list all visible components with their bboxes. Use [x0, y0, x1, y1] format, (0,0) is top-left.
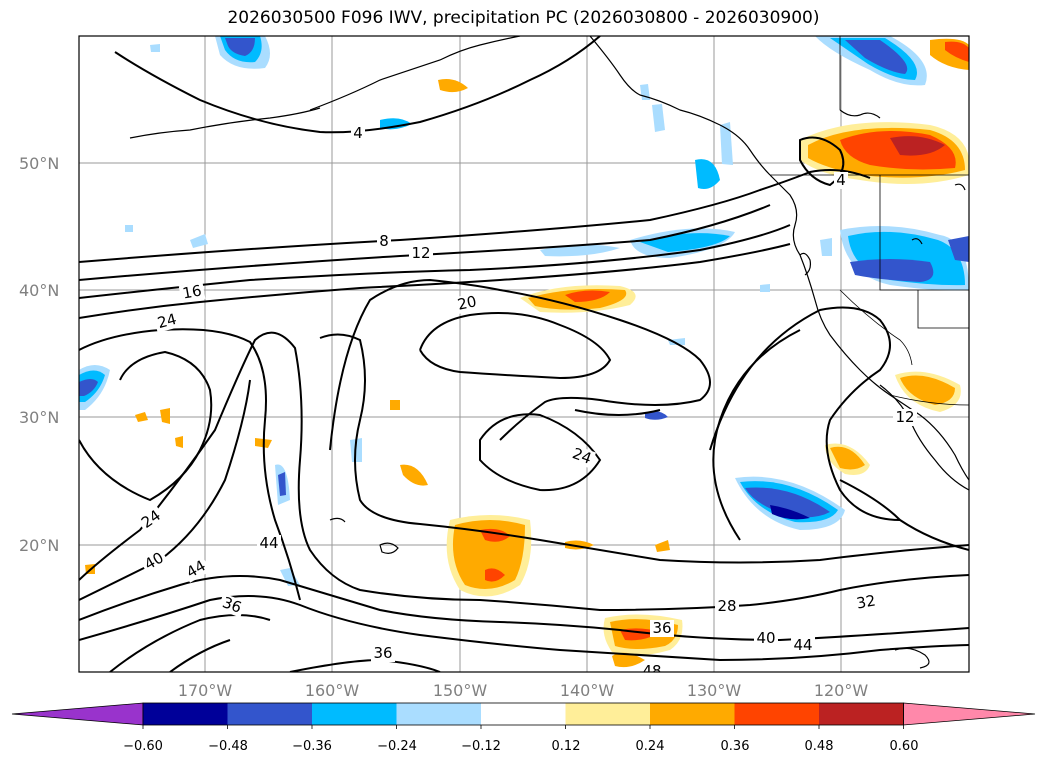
colorbar-segment: [227, 703, 313, 725]
contour-label: 48: [642, 662, 661, 680]
borders: [770, 36, 969, 406]
colorbar-extend-max: [903, 702, 1036, 726]
contour-label-bg: [153, 310, 181, 333]
lon-label: 150°W: [433, 681, 488, 700]
contour-label: 32: [855, 591, 877, 612]
contour-label-bg: [181, 556, 211, 583]
colorbar-tick-label: 0.36: [721, 739, 750, 754]
contour-label: 40: [756, 629, 775, 647]
colorbar-tick-label: 0.60: [890, 739, 919, 754]
contour-label-bg: [217, 593, 247, 618]
colorbar: [11, 702, 1036, 729]
contour-label-bg: [139, 548, 169, 575]
contour-label-bg: [178, 282, 206, 303]
map-title: 2026030500 F096 IWV, precipitation PC (2…: [227, 8, 820, 28]
colorbar-tick-label: −0.60: [123, 739, 163, 754]
colorbar-frame: [142, 702, 904, 726]
colorbar-segment: [481, 703, 566, 725]
contour-label-bg: [640, 663, 664, 672]
contour-label: 36: [652, 619, 671, 637]
colorbar-segment: [143, 703, 228, 725]
contour-label: 12: [895, 408, 914, 426]
coastlines: [129, 36, 969, 669]
colorbar-tick-label: 0.24: [636, 739, 665, 754]
contour-label-bg: [834, 172, 848, 189]
colorbar-segment: [734, 703, 820, 725]
contour-label-bg: [650, 620, 674, 637]
lat-label: 30°N: [19, 408, 59, 427]
contour-label-bg: [715, 598, 739, 615]
lat-label: 50°N: [19, 154, 59, 173]
colorbar-tick-label: −0.36: [292, 739, 332, 754]
contour-label: 8: [379, 232, 389, 250]
lat-label: 40°N: [19, 281, 59, 300]
iwv-contours: [79, 36, 969, 672]
colorbar-extend-min: [11, 702, 144, 726]
contour-label: 16: [181, 281, 203, 302]
contour-label-bg: [136, 505, 166, 534]
precip-negative: [79, 36, 969, 586]
colorbar-tick-label: −0.12: [461, 739, 501, 754]
contour-label: 4: [836, 171, 846, 189]
lon-label: 120°W: [814, 681, 869, 700]
colorbar-tick-label: −0.48: [208, 739, 248, 754]
contour-label-bg: [567, 444, 597, 469]
contour-label-bg: [409, 245, 433, 262]
colorbar-ticks: −0.60 −0.48 −0.36 −0.24 −0.12 0.12 0.24 …: [123, 739, 918, 754]
contour-label-bg: [351, 125, 365, 142]
lon-label: 130°W: [687, 681, 742, 700]
contour-label: 20: [456, 292, 478, 314]
colorbar-segment: [565, 703, 651, 725]
contour-label: 24: [570, 444, 594, 467]
contour-label-bg: [852, 592, 880, 613]
contour-label-bg: [791, 637, 815, 654]
colorbar-segment: [819, 703, 904, 725]
contour-label: 44: [793, 636, 812, 654]
lon-label: 140°W: [560, 681, 615, 700]
contour-label: 4: [353, 124, 363, 142]
colorbar-segment: [396, 703, 482, 725]
lat-label: 20°N: [19, 536, 59, 555]
lon-labels: 170°W 160°W 150°W 140°W 130°W 120°W: [178, 681, 869, 700]
map-frame: [78, 35, 970, 673]
colorbar-tick-label: 0.48: [805, 739, 834, 754]
contour-label: 12: [411, 244, 430, 262]
colorbar-segment: [650, 703, 735, 725]
contour-label: 24: [155, 310, 178, 332]
contour-label: 36: [220, 593, 244, 616]
contour-label: 44: [259, 534, 278, 552]
contour-label-bg: [371, 645, 395, 662]
colorbar-tick-label: 0.12: [552, 739, 581, 754]
lat-labels: 50°N 40°N 30°N 20°N: [19, 154, 59, 555]
contour-label-bg: [377, 233, 391, 250]
contour-label-bg: [893, 409, 917, 426]
contour-label: 36: [373, 644, 392, 662]
contour-label: 28: [717, 597, 736, 615]
contour-label-bg: [453, 292, 481, 315]
lon-label: 170°W: [178, 681, 233, 700]
contour-label-bg: [257, 535, 281, 552]
lon-label: 160°W: [305, 681, 360, 700]
colorbar-tick-label: −0.24: [377, 739, 417, 754]
contour-label-bg: [754, 630, 778, 647]
colorbar-segment: [312, 703, 397, 725]
